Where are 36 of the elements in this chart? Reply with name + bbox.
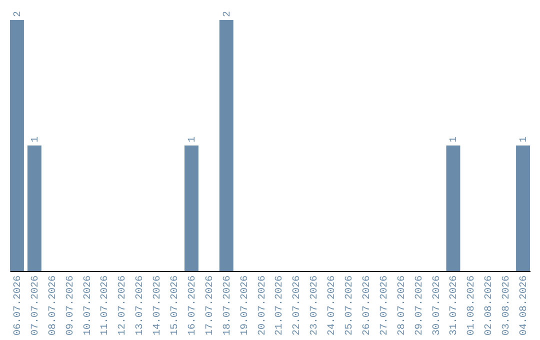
- x-tick-label: 19.07.2026: [240, 276, 251, 336]
- x-tick-label: 01.08.2026: [466, 276, 478, 336]
- x-tick-label: 17.07.2026: [204, 276, 216, 336]
- data-label: 2: [12, 10, 24, 17]
- x-tick-label: 16.07.2026: [187, 276, 198, 336]
- x-tick-label: 07.07.2026: [30, 276, 42, 336]
- data-label: 2: [222, 10, 234, 17]
- x-tick-label: 20.07.2026: [257, 276, 268, 336]
- x-tick-label: 04.08.2026: [519, 276, 530, 336]
- x-tick-label: 15.07.2026: [170, 276, 182, 336]
- x-tick-label: 12.07.2026: [118, 276, 129, 336]
- x-tick-label: 29.07.2026: [414, 276, 426, 336]
- data-label: 1: [449, 136, 460, 142]
- x-tick-label: 25.07.2026: [344, 276, 356, 336]
- x-tick-label: 18.07.2026: [222, 276, 234, 336]
- data-label: 1: [519, 136, 530, 142]
- x-tick-label: 13.07.2026: [135, 276, 146, 336]
- x-tick-label: 14.07.2026: [152, 276, 164, 336]
- x-tick-label: 31.07.2026: [449, 276, 460, 336]
- data-label: 1: [30, 136, 42, 142]
- x-tick-label: 02.08.2026: [484, 276, 496, 336]
- x-tick-label: 27.07.2026: [379, 276, 390, 336]
- x-tick-label: 06.07.2026: [12, 276, 24, 336]
- x-tick-label: 30.07.2026: [432, 276, 443, 336]
- x-tick-label: 08.07.2026: [48, 276, 59, 336]
- x-tick-label: 26.07.2026: [362, 276, 373, 336]
- x-tick-label: 24.07.2026: [327, 276, 338, 336]
- x-tick-label: 28.07.2026: [396, 276, 408, 336]
- x-tick-label: 22.07.2026: [292, 276, 304, 336]
- data-label: 1: [187, 136, 198, 142]
- x-tick-label: 10.07.2026: [82, 276, 94, 336]
- x-tick-label: 21.07.2026: [274, 276, 286, 336]
- x-tick-label: 09.07.2026: [65, 276, 76, 336]
- x-tick-label: 23.07.2026: [310, 276, 321, 336]
- x-tick-label: 11.07.2026: [100, 276, 112, 336]
- x-tick-label: 03.08.2026: [502, 276, 513, 336]
